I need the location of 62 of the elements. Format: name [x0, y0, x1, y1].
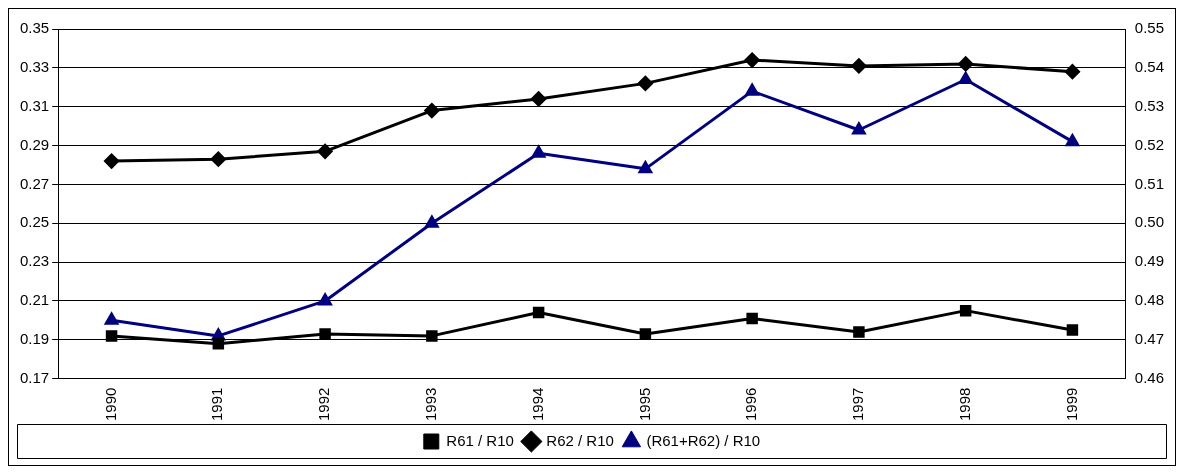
- x-tick-label: 1996: [742, 387, 760, 422]
- point: [637, 75, 653, 91]
- y2-tick-label: 0.50: [1134, 213, 1165, 231]
- point: [425, 215, 439, 228]
- y2-tick-label: 0.46: [1134, 368, 1165, 386]
- point: [746, 312, 758, 325]
- x-tick-label: 1997: [849, 387, 867, 422]
- point: [1064, 64, 1080, 80]
- legend-label: (R61+R62) / R10: [646, 431, 761, 449]
- point: [1065, 134, 1080, 147]
- x-tick-label: 1993: [422, 387, 439, 422]
- point: [852, 122, 866, 135]
- legend-label: R61 / R10: [446, 431, 514, 449]
- point: [959, 304, 972, 317]
- point: [853, 326, 865, 338]
- y2-tick-label: 0.54: [1134, 57, 1165, 75]
- point: [104, 312, 119, 325]
- y-tick-label: 0.23: [19, 252, 50, 270]
- y-tick-label: 0.31: [19, 96, 50, 114]
- point: [958, 56, 974, 72]
- point: [319, 328, 331, 340]
- x-tick-label: 1990: [101, 387, 119, 422]
- point: [531, 145, 546, 158]
- y2-tick-label: 0.49: [1134, 252, 1165, 270]
- x-tick-label: 1999: [1062, 387, 1080, 422]
- point: [426, 330, 438, 342]
- point: [212, 337, 225, 350]
- point: [1066, 324, 1079, 336]
- y2-tick-label: 0.47: [1134, 329, 1165, 347]
- y2-tick-label: 0.48: [1134, 291, 1165, 309]
- y2-tick-label: 0.55: [1134, 19, 1165, 37]
- point: [424, 103, 440, 119]
- point: [638, 161, 653, 174]
- point: [639, 328, 652, 340]
- point: [105, 330, 118, 342]
- point: [210, 151, 226, 167]
- y-tick-label: 0.33: [19, 57, 50, 75]
- point: [531, 91, 547, 107]
- x-tick-label: 1995: [635, 387, 653, 422]
- y2-tick-label: 0.53: [1134, 96, 1165, 114]
- point: [317, 143, 333, 159]
- x-tick-label: 1998: [955, 387, 973, 422]
- point: [532, 306, 545, 319]
- y-tick-label: 0.25: [19, 213, 50, 231]
- x-tick-label: 1991: [208, 387, 226, 422]
- x-tick-label: 1992: [315, 387, 333, 422]
- point: [851, 58, 867, 74]
- point: [745, 83, 759, 96]
- y-tick-label: 0.21: [19, 291, 50, 309]
- y2-tick-label: 0.51: [1134, 174, 1165, 192]
- y-tick-label: 0.29: [19, 135, 50, 153]
- point: [958, 72, 973, 84]
- point: [104, 153, 120, 169]
- y-tick-label: 0.35: [19, 19, 50, 37]
- y-tick-label: 0.27: [19, 174, 50, 192]
- y-tick-label: 0.19: [19, 329, 50, 347]
- x-tick-label: 1994: [528, 387, 546, 422]
- y-tick-label: 0.17: [19, 368, 50, 386]
- point: [744, 52, 760, 68]
- legend-label: R62 / R10: [546, 431, 614, 449]
- y2-tick-label: 0.52: [1134, 135, 1165, 153]
- point: [318, 293, 332, 306]
